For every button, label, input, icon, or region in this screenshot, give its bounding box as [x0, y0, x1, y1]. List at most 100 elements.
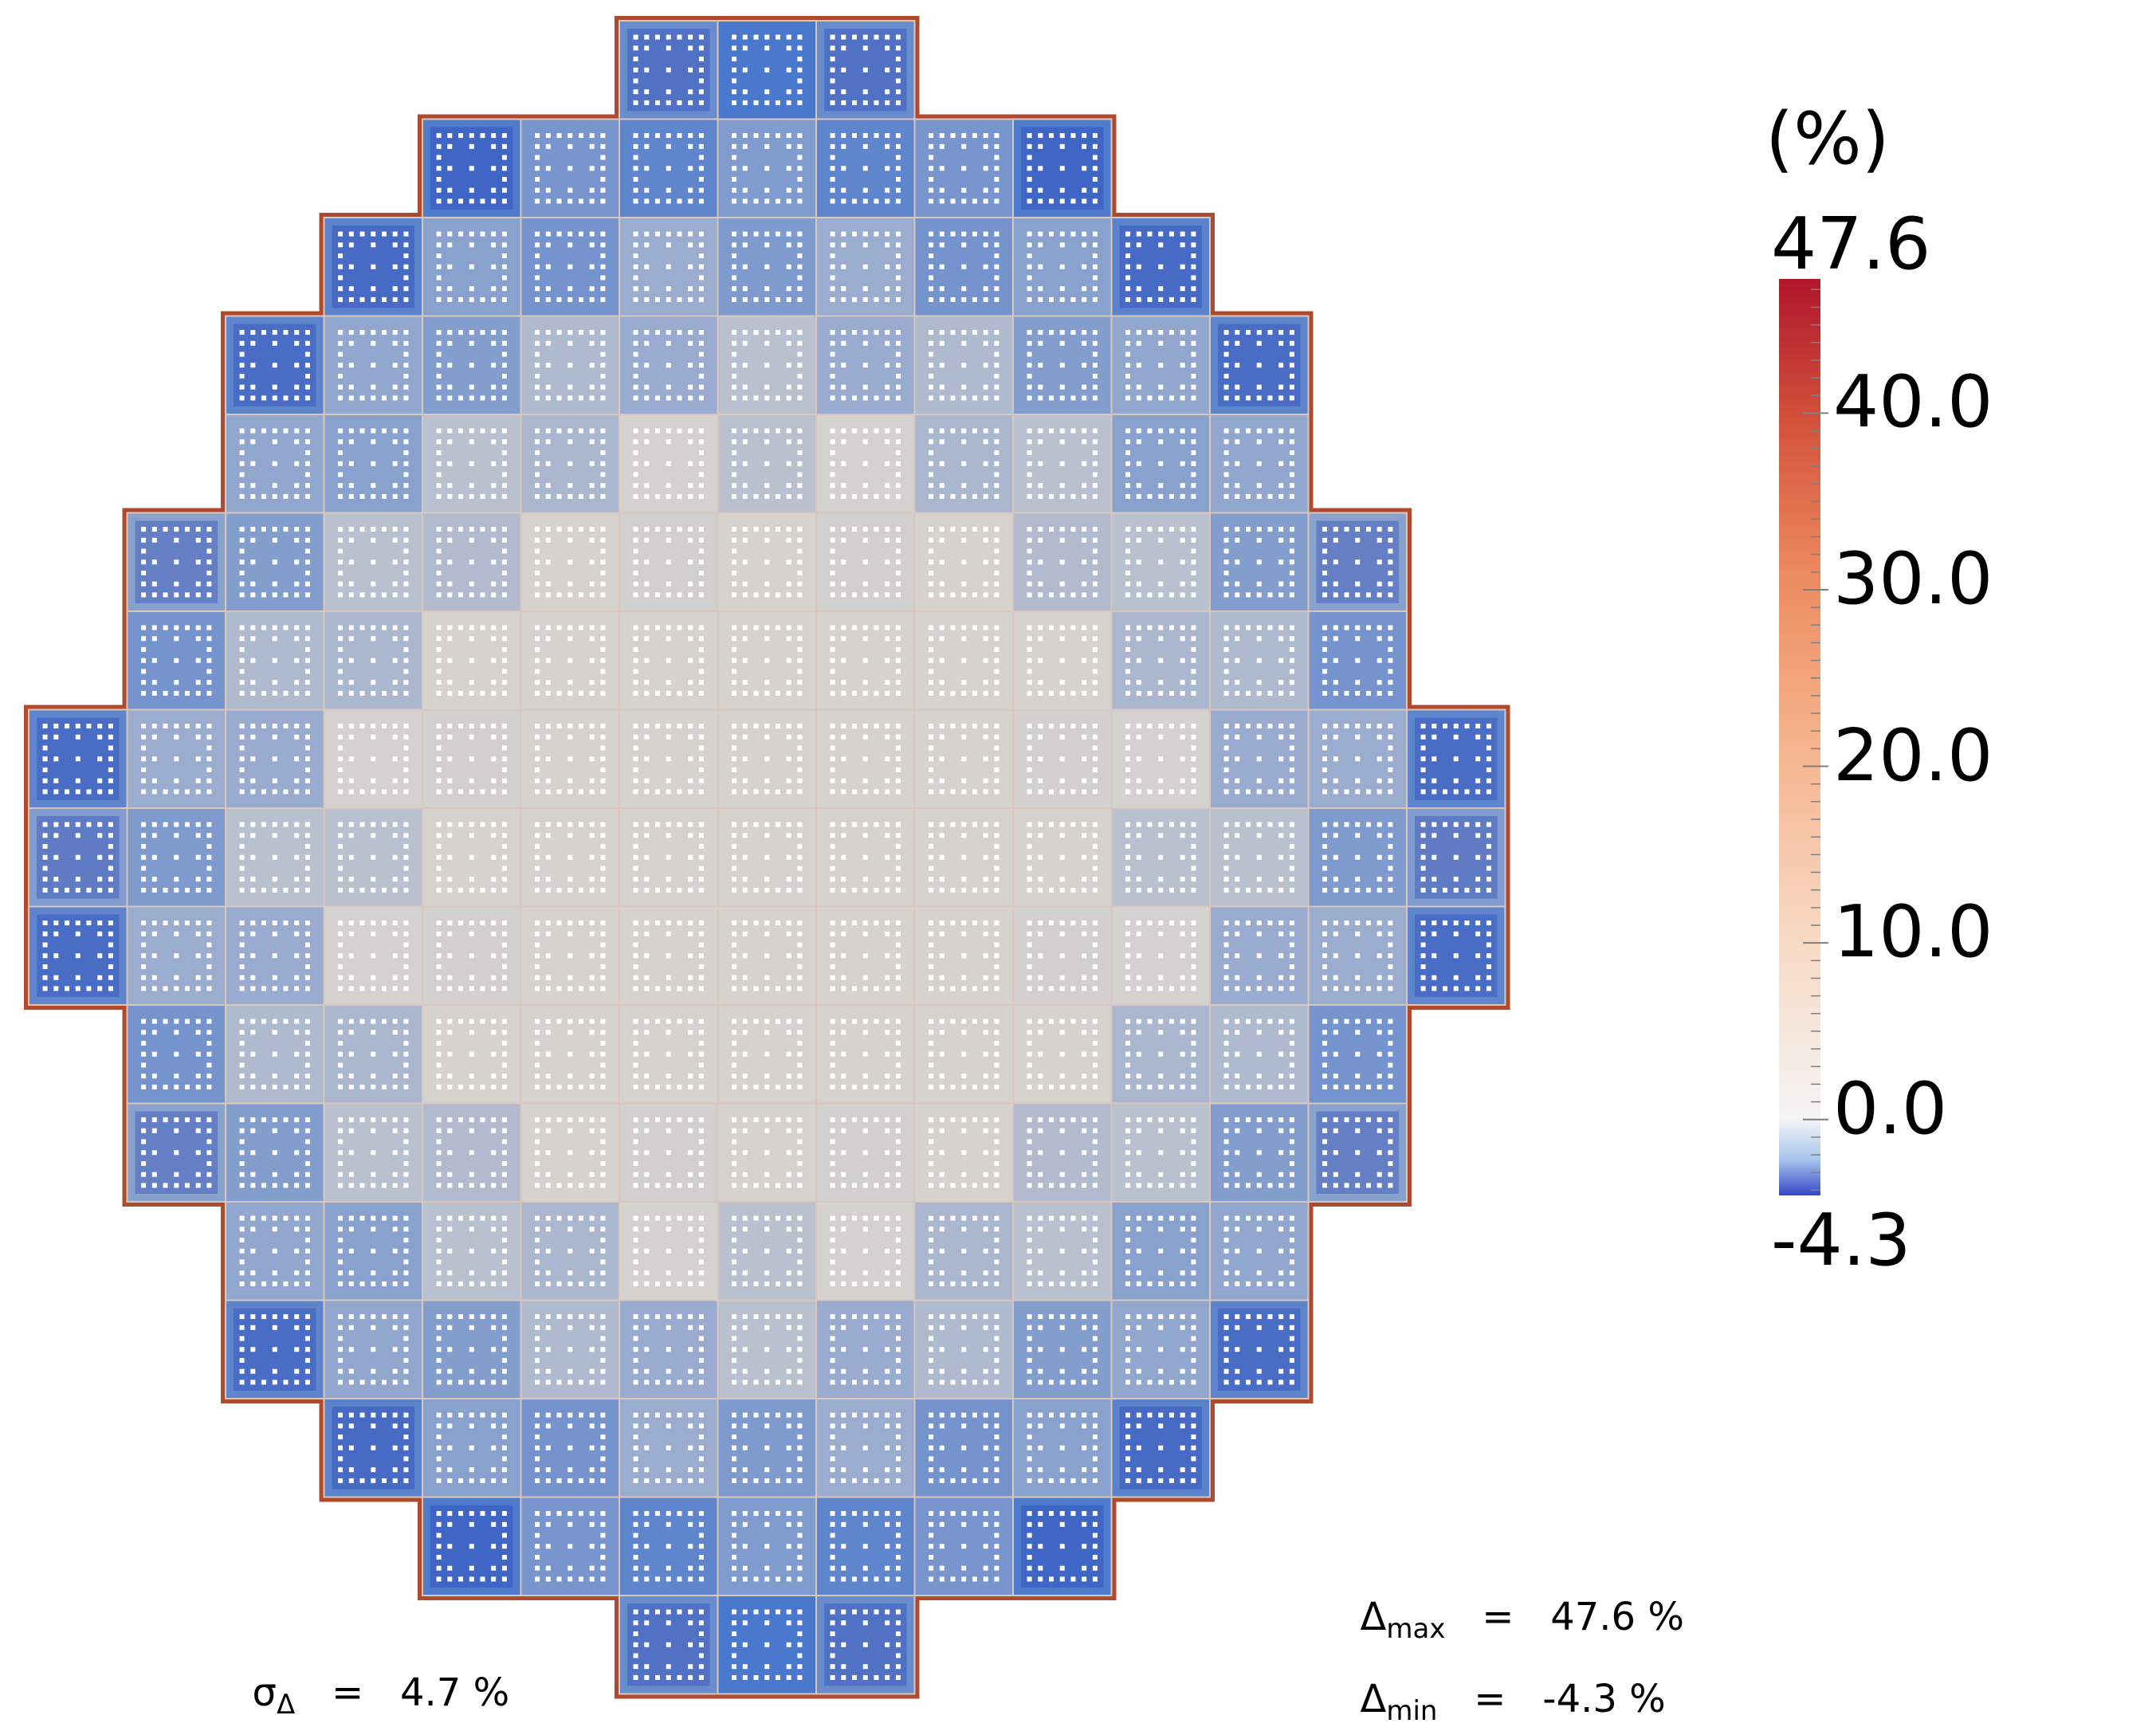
- pin-dot: [1180, 680, 1185, 685]
- pin-dot: [1027, 669, 1032, 674]
- pin-dot: [786, 527, 791, 532]
- pin-dot: [1355, 690, 1361, 696]
- pin-dot: [491, 1150, 497, 1156]
- pin-dot: [764, 198, 770, 204]
- pin-dot: [567, 1019, 573, 1024]
- pin-dot: [1158, 340, 1164, 346]
- pin-dot: [644, 242, 650, 248]
- pin-dot: [1191, 340, 1196, 346]
- pin-dot: [1191, 756, 1196, 762]
- pin-dot: [786, 931, 791, 936]
- pin-dot: [885, 1117, 890, 1123]
- pin-dot: [403, 439, 409, 445]
- pin-dot: [994, 187, 999, 193]
- pin-dot: [501, 176, 507, 182]
- pin-dot: [786, 296, 791, 302]
- pin-dot: [950, 527, 956, 532]
- pin-dot: [1223, 734, 1229, 740]
- pin-dot: [1388, 548, 1393, 554]
- pin-dot: [151, 690, 157, 696]
- pin-dot: [841, 1073, 846, 1079]
- pin-dot: [1168, 592, 1174, 598]
- pin-dot: [830, 964, 835, 969]
- pin-dot: [1125, 450, 1131, 456]
- pin-dot: [392, 559, 398, 565]
- pin-dot: [535, 1128, 540, 1133]
- pin-dot: [556, 493, 562, 499]
- pin-dot: [698, 592, 704, 598]
- pin-dot: [1027, 395, 1032, 401]
- pin-dot: [666, 439, 671, 445]
- pin-dot: [764, 877, 770, 882]
- pin-dot: [600, 461, 606, 466]
- pin-dot: [195, 1030, 201, 1035]
- pin-dot: [1420, 756, 1426, 762]
- pin-dot: [677, 395, 682, 401]
- pin-dot: [469, 953, 474, 959]
- pin-dot: [994, 636, 999, 642]
- pin-dot: [141, 1172, 147, 1177]
- pin-dot: [75, 854, 81, 860]
- pin-dot: [961, 483, 967, 489]
- pin-dot: [688, 395, 693, 401]
- pin-dot: [250, 953, 256, 959]
- pin-dot: [698, 767, 704, 772]
- pin-dot: [447, 1183, 453, 1188]
- pin-dot: [1158, 986, 1164, 991]
- pin-dot: [447, 920, 453, 926]
- pin-dot: [1027, 592, 1032, 598]
- pin-dot: [589, 461, 595, 466]
- pin-dot: [929, 231, 934, 237]
- pin-dot: [1289, 428, 1294, 434]
- pin-dot: [250, 1183, 256, 1188]
- pin-dot: [1420, 854, 1426, 860]
- pin-dot: [1256, 877, 1262, 882]
- pin-dot: [929, 155, 934, 160]
- pin-dot: [698, 166, 704, 171]
- pin-dot: [589, 133, 595, 139]
- pin-dot: [447, 887, 453, 893]
- pin-dot: [1092, 657, 1098, 663]
- pin-dot: [983, 625, 988, 630]
- pin-dot: [392, 330, 398, 336]
- pin-dot: [688, 461, 693, 466]
- pin-dot: [994, 734, 999, 740]
- pin-dot: [1322, 745, 1328, 751]
- assembly-pin-pattern: [338, 527, 409, 598]
- pin-dot: [491, 822, 497, 827]
- pin-dot: [447, 581, 453, 587]
- pin-dot: [567, 1117, 573, 1123]
- pin-dot: [501, 472, 507, 477]
- pin-dot: [895, 657, 901, 663]
- pin-dot: [1388, 1073, 1393, 1079]
- pin-dot: [1223, 1051, 1229, 1057]
- pin-dot: [206, 1150, 212, 1156]
- pin-dot: [1333, 931, 1338, 936]
- pin-dot: [698, 1117, 704, 1123]
- pin-dot: [841, 592, 846, 598]
- pin-dot: [644, 493, 650, 499]
- pin-dot: [786, 143, 791, 149]
- pin-dot: [983, 975, 988, 980]
- pin-dot: [392, 428, 398, 434]
- pin-dot: [1180, 986, 1185, 991]
- pin-dot: [304, 920, 310, 926]
- pin-dot: [174, 1051, 179, 1057]
- pin-dot: [239, 428, 245, 434]
- pin-dot: [304, 833, 310, 838]
- pin-dot: [797, 865, 803, 871]
- pin-dot: [491, 1019, 497, 1024]
- pin-dot: [764, 778, 770, 783]
- pin-dot: [1027, 724, 1032, 729]
- assembly-pin-pattern: [633, 527, 704, 598]
- pin-dot: [1223, 395, 1229, 401]
- pin-dot: [501, 143, 507, 149]
- pin-dot: [184, 1183, 190, 1188]
- pin-dot: [184, 822, 190, 827]
- pin-dot: [841, 45, 846, 51]
- pin-dot: [1038, 1183, 1043, 1188]
- pin-dot: [535, 844, 540, 850]
- pin-dot: [174, 920, 179, 926]
- pin-dot: [1027, 1041, 1032, 1046]
- pin-dot: [469, 1051, 474, 1057]
